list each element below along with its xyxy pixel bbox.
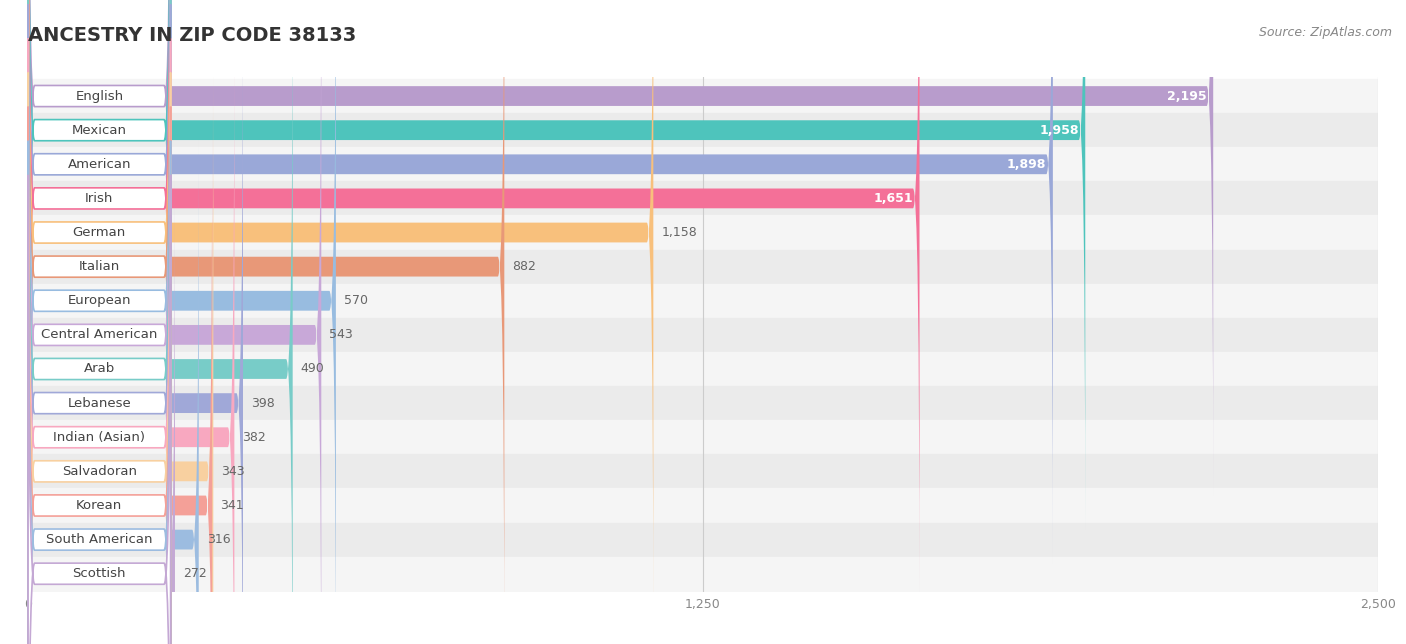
Bar [28, 420, 1378, 454]
Text: 570: 570 [344, 294, 368, 307]
FancyBboxPatch shape [28, 0, 1213, 496]
Bar [28, 488, 1378, 522]
FancyBboxPatch shape [28, 0, 1053, 564]
Text: 2,195: 2,195 [1167, 90, 1206, 102]
Text: ANCESTRY IN ZIP CODE 38133: ANCESTRY IN ZIP CODE 38133 [28, 26, 356, 45]
FancyBboxPatch shape [28, 0, 170, 495]
Text: 882: 882 [512, 260, 536, 273]
Text: 316: 316 [207, 533, 231, 546]
Bar [28, 250, 1378, 284]
FancyBboxPatch shape [28, 0, 170, 597]
Bar [28, 522, 1378, 556]
Text: Scottish: Scottish [73, 567, 127, 580]
Text: Mexican: Mexican [72, 124, 127, 137]
Text: Italian: Italian [79, 260, 120, 273]
FancyBboxPatch shape [28, 140, 198, 644]
FancyBboxPatch shape [28, 0, 336, 644]
Text: 343: 343 [221, 465, 245, 478]
Text: American: American [67, 158, 131, 171]
FancyBboxPatch shape [28, 106, 212, 644]
FancyBboxPatch shape [28, 0, 170, 644]
Text: South American: South American [46, 533, 153, 546]
Text: English: English [76, 90, 124, 102]
Text: 1,958: 1,958 [1039, 124, 1078, 137]
FancyBboxPatch shape [28, 0, 170, 644]
Text: Salvadoran: Salvadoran [62, 465, 136, 478]
Text: 341: 341 [221, 499, 245, 512]
Bar [28, 79, 1378, 113]
Text: Indian (Asian): Indian (Asian) [53, 431, 145, 444]
FancyBboxPatch shape [28, 174, 174, 644]
Bar [28, 352, 1378, 386]
Bar [28, 556, 1378, 591]
FancyBboxPatch shape [28, 0, 1085, 530]
Bar [28, 386, 1378, 420]
FancyBboxPatch shape [28, 0, 322, 644]
Text: Central American: Central American [41, 328, 157, 341]
FancyBboxPatch shape [28, 5, 170, 644]
FancyBboxPatch shape [28, 72, 214, 644]
Text: 382: 382 [242, 431, 266, 444]
Text: Irish: Irish [86, 192, 114, 205]
Text: 1,651: 1,651 [873, 192, 912, 205]
Bar [28, 113, 1378, 147]
Bar [28, 147, 1378, 182]
Bar [28, 216, 1378, 250]
Text: 543: 543 [329, 328, 353, 341]
FancyBboxPatch shape [28, 175, 170, 644]
FancyBboxPatch shape [28, 0, 170, 644]
FancyBboxPatch shape [28, 0, 170, 563]
FancyBboxPatch shape [28, 0, 505, 644]
FancyBboxPatch shape [28, 0, 170, 529]
FancyBboxPatch shape [28, 0, 292, 644]
Text: Lebanese: Lebanese [67, 397, 131, 410]
Text: Arab: Arab [84, 363, 115, 375]
Text: 1,158: 1,158 [661, 226, 697, 239]
Bar [28, 284, 1378, 318]
FancyBboxPatch shape [28, 38, 235, 644]
Text: Source: ZipAtlas.com: Source: ZipAtlas.com [1258, 26, 1392, 39]
FancyBboxPatch shape [28, 107, 170, 644]
Bar [28, 454, 1378, 488]
FancyBboxPatch shape [28, 39, 170, 644]
Text: German: German [73, 226, 127, 239]
Text: 1,898: 1,898 [1007, 158, 1046, 171]
FancyBboxPatch shape [28, 0, 170, 631]
FancyBboxPatch shape [28, 0, 654, 632]
Text: 398: 398 [252, 397, 274, 410]
FancyBboxPatch shape [28, 73, 170, 644]
FancyBboxPatch shape [28, 0, 170, 644]
Text: 272: 272 [183, 567, 207, 580]
FancyBboxPatch shape [28, 4, 243, 644]
Bar [28, 318, 1378, 352]
Text: Korean: Korean [76, 499, 122, 512]
FancyBboxPatch shape [28, 141, 170, 644]
FancyBboxPatch shape [28, 0, 920, 598]
Text: European: European [67, 294, 131, 307]
Bar [28, 182, 1378, 216]
Text: 490: 490 [301, 363, 325, 375]
